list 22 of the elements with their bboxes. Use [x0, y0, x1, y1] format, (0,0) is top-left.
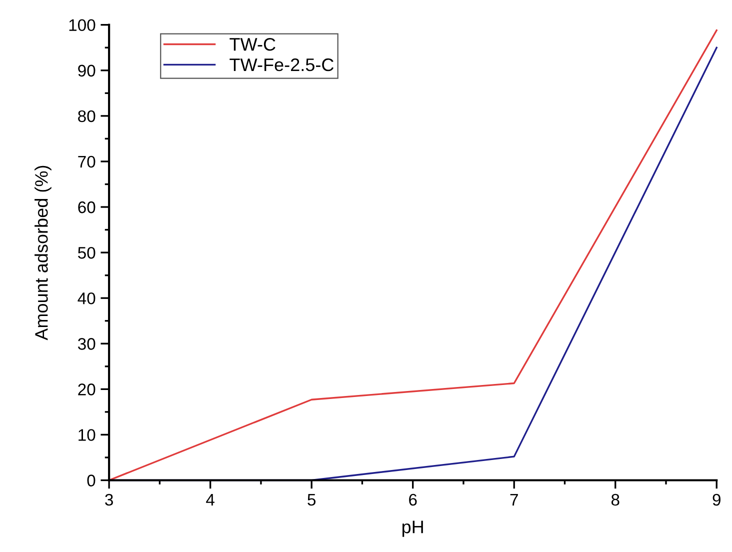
- y-tick-label: 0: [87, 474, 96, 486]
- y-tick-label: 100: [69, 19, 96, 32]
- y-axis-title: Amount adsorbed (%): [34, 166, 52, 340]
- y-tick-label: 80: [78, 110, 96, 122]
- x-tick-label: 6: [409, 494, 417, 506]
- legend-label: TW-Fe-2.5-C: [230, 58, 334, 72]
- x-tick-label: 3: [105, 494, 113, 506]
- x-tick-label: 8: [611, 494, 620, 506]
- x-axis-title: pH: [402, 520, 423, 537]
- y-tick-label: 20: [78, 384, 96, 396]
- legend-label: TW-C: [230, 38, 276, 51]
- y-tick-label: 40: [78, 292, 96, 304]
- x-tick-label: 5: [308, 494, 316, 506]
- y-tick-label: 50: [78, 246, 96, 259]
- y-tick-label: 30: [78, 338, 96, 350]
- x-tick-label: 4: [206, 494, 214, 506]
- y-tick-label: 60: [78, 201, 96, 214]
- y-tick-label: 70: [78, 156, 96, 168]
- x-tick-label: 9: [712, 494, 720, 506]
- y-tick-label: 10: [78, 429, 96, 441]
- x-tick-label: 7: [510, 494, 518, 506]
- y-tick-label: 90: [78, 64, 96, 77]
